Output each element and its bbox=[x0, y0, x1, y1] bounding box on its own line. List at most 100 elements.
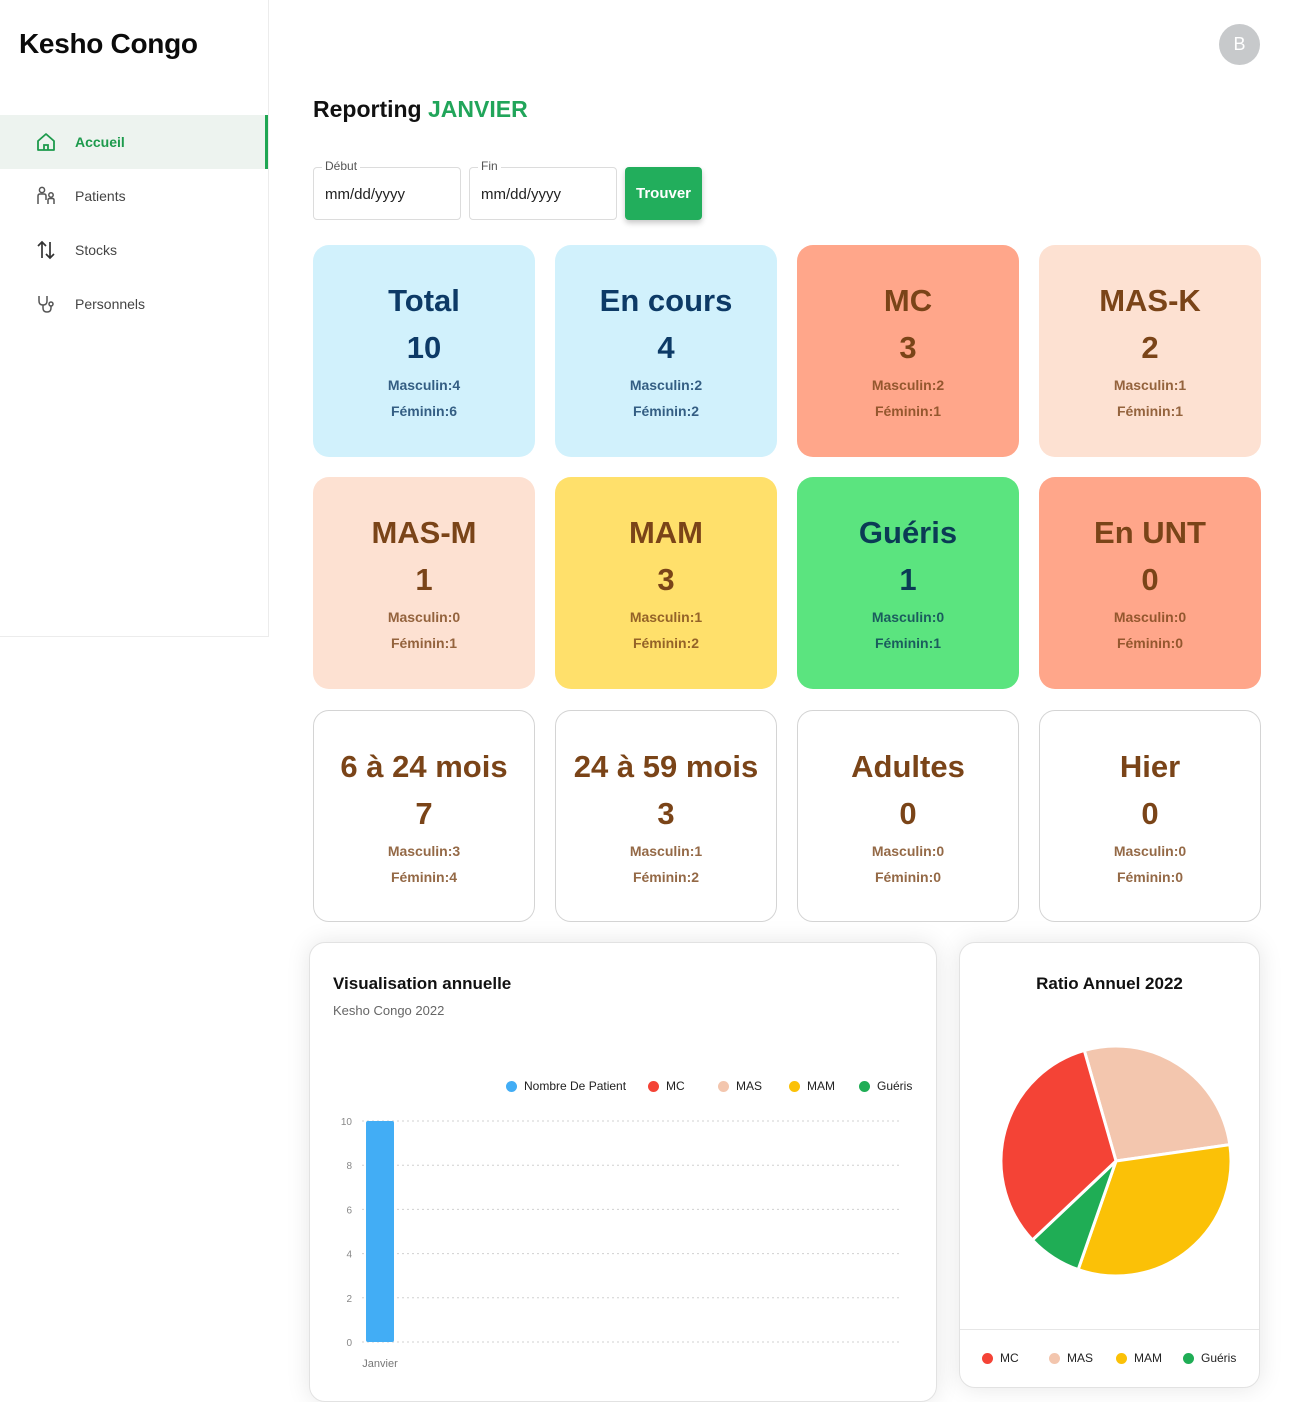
legend-dot bbox=[982, 1352, 993, 1364]
stat-card-title: MC bbox=[883, 283, 933, 318]
sidebar-item-patients[interactable]: Patients bbox=[0, 169, 268, 223]
stat-card-male: Masculin:0 bbox=[387, 609, 461, 625]
ratio-pie-chart bbox=[999, 1044, 1233, 1278]
legend-dot bbox=[506, 1080, 517, 1092]
stat-card-6-24-mois: 6 à 24 mois 7 Masculin:3 Féminin:4 bbox=[313, 710, 535, 922]
start-date-label: Début bbox=[322, 159, 361, 173]
start-date-value[interactable]: mm/dd/yyyy bbox=[325, 186, 406, 203]
stat-card-female: Féminin:1 bbox=[874, 403, 942, 419]
pie-legend-divider bbox=[960, 1329, 1259, 1330]
pie-slice[interactable] bbox=[1076, 1142, 1233, 1278]
stat-card-value: 1 bbox=[415, 562, 433, 597]
sidebar-item-accueil[interactable]: Accueil bbox=[0, 115, 268, 169]
stat-card-male: Masculin:3 bbox=[387, 843, 461, 859]
stat-card-female: Féminin:2 bbox=[632, 869, 700, 885]
end-date-label: Fin bbox=[478, 159, 501, 173]
stat-card-value: 3 bbox=[657, 562, 675, 597]
stat-card-male: Masculin:1 bbox=[629, 843, 703, 859]
stat-card-mam: MAM 3 Masculin:1 Féminin:2 bbox=[555, 477, 777, 689]
legend-label: Guéris bbox=[1201, 1351, 1237, 1365]
stat-card-value: 1 bbox=[899, 562, 917, 597]
stat-card-title: MAS-M bbox=[371, 515, 477, 550]
stat-card-female: Féminin:2 bbox=[632, 403, 700, 419]
stat-card-female: Féminin:0 bbox=[874, 869, 942, 885]
stat-card-value: 7 bbox=[415, 796, 433, 831]
sidebar-item-label: Personnels bbox=[75, 296, 146, 312]
stat-card-female: Féminin:1 bbox=[1116, 403, 1184, 419]
stat-card-male: Masculin:0 bbox=[871, 609, 945, 625]
stat-card-24-59-mois: 24 à 59 mois 3 Masculin:1 Féminin:2 bbox=[555, 710, 777, 922]
stat-card-title: 6 à 24 mois bbox=[340, 749, 508, 784]
y-tick-label: 8 bbox=[346, 1161, 352, 1172]
stat-card-hier: Hier 0 Masculin:0 Féminin:0 bbox=[1039, 710, 1261, 922]
sidebar-item-personnels[interactable]: Personnels bbox=[0, 277, 268, 331]
pie-slice[interactable] bbox=[999, 1048, 1118, 1243]
stat-card-female: Féminin:1 bbox=[390, 635, 458, 651]
legend-item[interactable]: MAS bbox=[1049, 1351, 1093, 1365]
legend-dot bbox=[1183, 1352, 1194, 1364]
avatar[interactable]: B bbox=[1219, 24, 1260, 65]
legend-item[interactable]: Guéris bbox=[1183, 1351, 1236, 1365]
pie-slice[interactable] bbox=[1082, 1044, 1232, 1163]
find-button[interactable]: Trouver bbox=[625, 167, 702, 220]
legend-label: MAM bbox=[807, 1079, 835, 1093]
legend-item[interactable]: MC bbox=[648, 1079, 685, 1093]
ratio-chart-title: Ratio Annuel 2022 bbox=[1036, 974, 1183, 993]
stat-card-value: 0 bbox=[1141, 796, 1159, 831]
stat-card-gueris: Guéris 1 Masculin:0 Féminin:1 bbox=[797, 477, 1019, 689]
stat-card-en-unt: En UNT 0 Masculin:0 Féminin:0 bbox=[1039, 477, 1261, 689]
stat-card-value: 0 bbox=[1141, 562, 1159, 597]
stat-card-en-cours: En cours 4 Masculin:2 Féminin:2 bbox=[555, 245, 777, 457]
stat-card-male: Masculin:0 bbox=[1113, 843, 1187, 859]
end-date-field[interactable]: Fin mm/dd/yyyy bbox=[469, 159, 617, 220]
stat-card-title: Guéris bbox=[858, 515, 958, 550]
annual-chart-panel: Visualisation annuelle Kesho Congo 2022 … bbox=[309, 942, 937, 1402]
stat-card-total: Total 10 Masculin:4 Féminin:6 bbox=[313, 245, 535, 457]
legend-item[interactable]: MAS bbox=[718, 1079, 762, 1093]
stat-card-male: Masculin:0 bbox=[1113, 609, 1187, 625]
sidebar-item-stocks[interactable]: Stocks bbox=[0, 223, 268, 277]
stat-card-value: 2 bbox=[1141, 330, 1159, 365]
stat-card-adultes: Adultes 0 Masculin:0 Féminin:0 bbox=[797, 710, 1019, 922]
legend-item[interactable]: Guéris bbox=[859, 1079, 912, 1093]
legend-item[interactable]: MAM bbox=[789, 1079, 835, 1093]
stat-card-female: Féminin:0 bbox=[1116, 869, 1184, 885]
stat-card-value: 10 bbox=[406, 330, 442, 365]
stat-card-title: Total bbox=[388, 283, 460, 318]
sidebar-item-label: Stocks bbox=[75, 242, 118, 258]
arrows-updown-icon bbox=[37, 240, 55, 260]
page-title: Reporting JANVIER bbox=[313, 96, 528, 123]
legend-label: Guéris bbox=[877, 1079, 913, 1093]
legend-item[interactable]: Nombre De Patient bbox=[506, 1079, 626, 1093]
legend-dot bbox=[789, 1080, 800, 1092]
stat-card-title: En cours bbox=[599, 283, 733, 318]
stat-card-value: 0 bbox=[899, 796, 917, 831]
legend-item[interactable]: MC bbox=[982, 1351, 1019, 1365]
legend-dot bbox=[1116, 1352, 1127, 1364]
stat-card-title: MAS-K bbox=[1099, 283, 1201, 318]
stat-card-title: Adultes bbox=[851, 749, 965, 784]
bar[interactable] bbox=[366, 1121, 394, 1342]
sidebar: Kesho Congo Accueil Patients Stocks Pers… bbox=[0, 0, 269, 637]
stat-card-mc: MC 3 Masculin:2 Féminin:1 bbox=[797, 245, 1019, 457]
brand-logo[interactable]: Kesho Congo bbox=[19, 28, 198, 59]
legend-dot bbox=[1049, 1352, 1060, 1364]
home-icon bbox=[37, 133, 55, 151]
stat-card-value: 4 bbox=[657, 330, 675, 365]
stat-card-title: En UNT bbox=[1094, 515, 1206, 550]
stat-card-title: Hier bbox=[1119, 749, 1181, 784]
legend-label: Nombre De Patient bbox=[524, 1079, 627, 1093]
legend-dot bbox=[648, 1080, 659, 1092]
stat-card-title: 24 à 59 mois bbox=[573, 749, 759, 784]
end-date-value[interactable]: mm/dd/yyyy bbox=[481, 186, 562, 203]
legend-item[interactable]: MAM bbox=[1116, 1351, 1162, 1365]
legend-dot bbox=[718, 1080, 729, 1092]
stat-card-male: Masculin:1 bbox=[629, 609, 703, 625]
legend-label: MAS bbox=[736, 1079, 763, 1093]
start-date-field[interactable]: Début mm/dd/yyyy bbox=[313, 159, 461, 220]
stat-card-value: 3 bbox=[899, 330, 917, 365]
stat-card-male: Masculin:2 bbox=[871, 377, 945, 393]
page-title-prefix: Reporting bbox=[313, 96, 422, 122]
x-tick-label: Janvier bbox=[362, 1358, 398, 1370]
stat-card-female: Féminin:0 bbox=[1116, 635, 1184, 651]
